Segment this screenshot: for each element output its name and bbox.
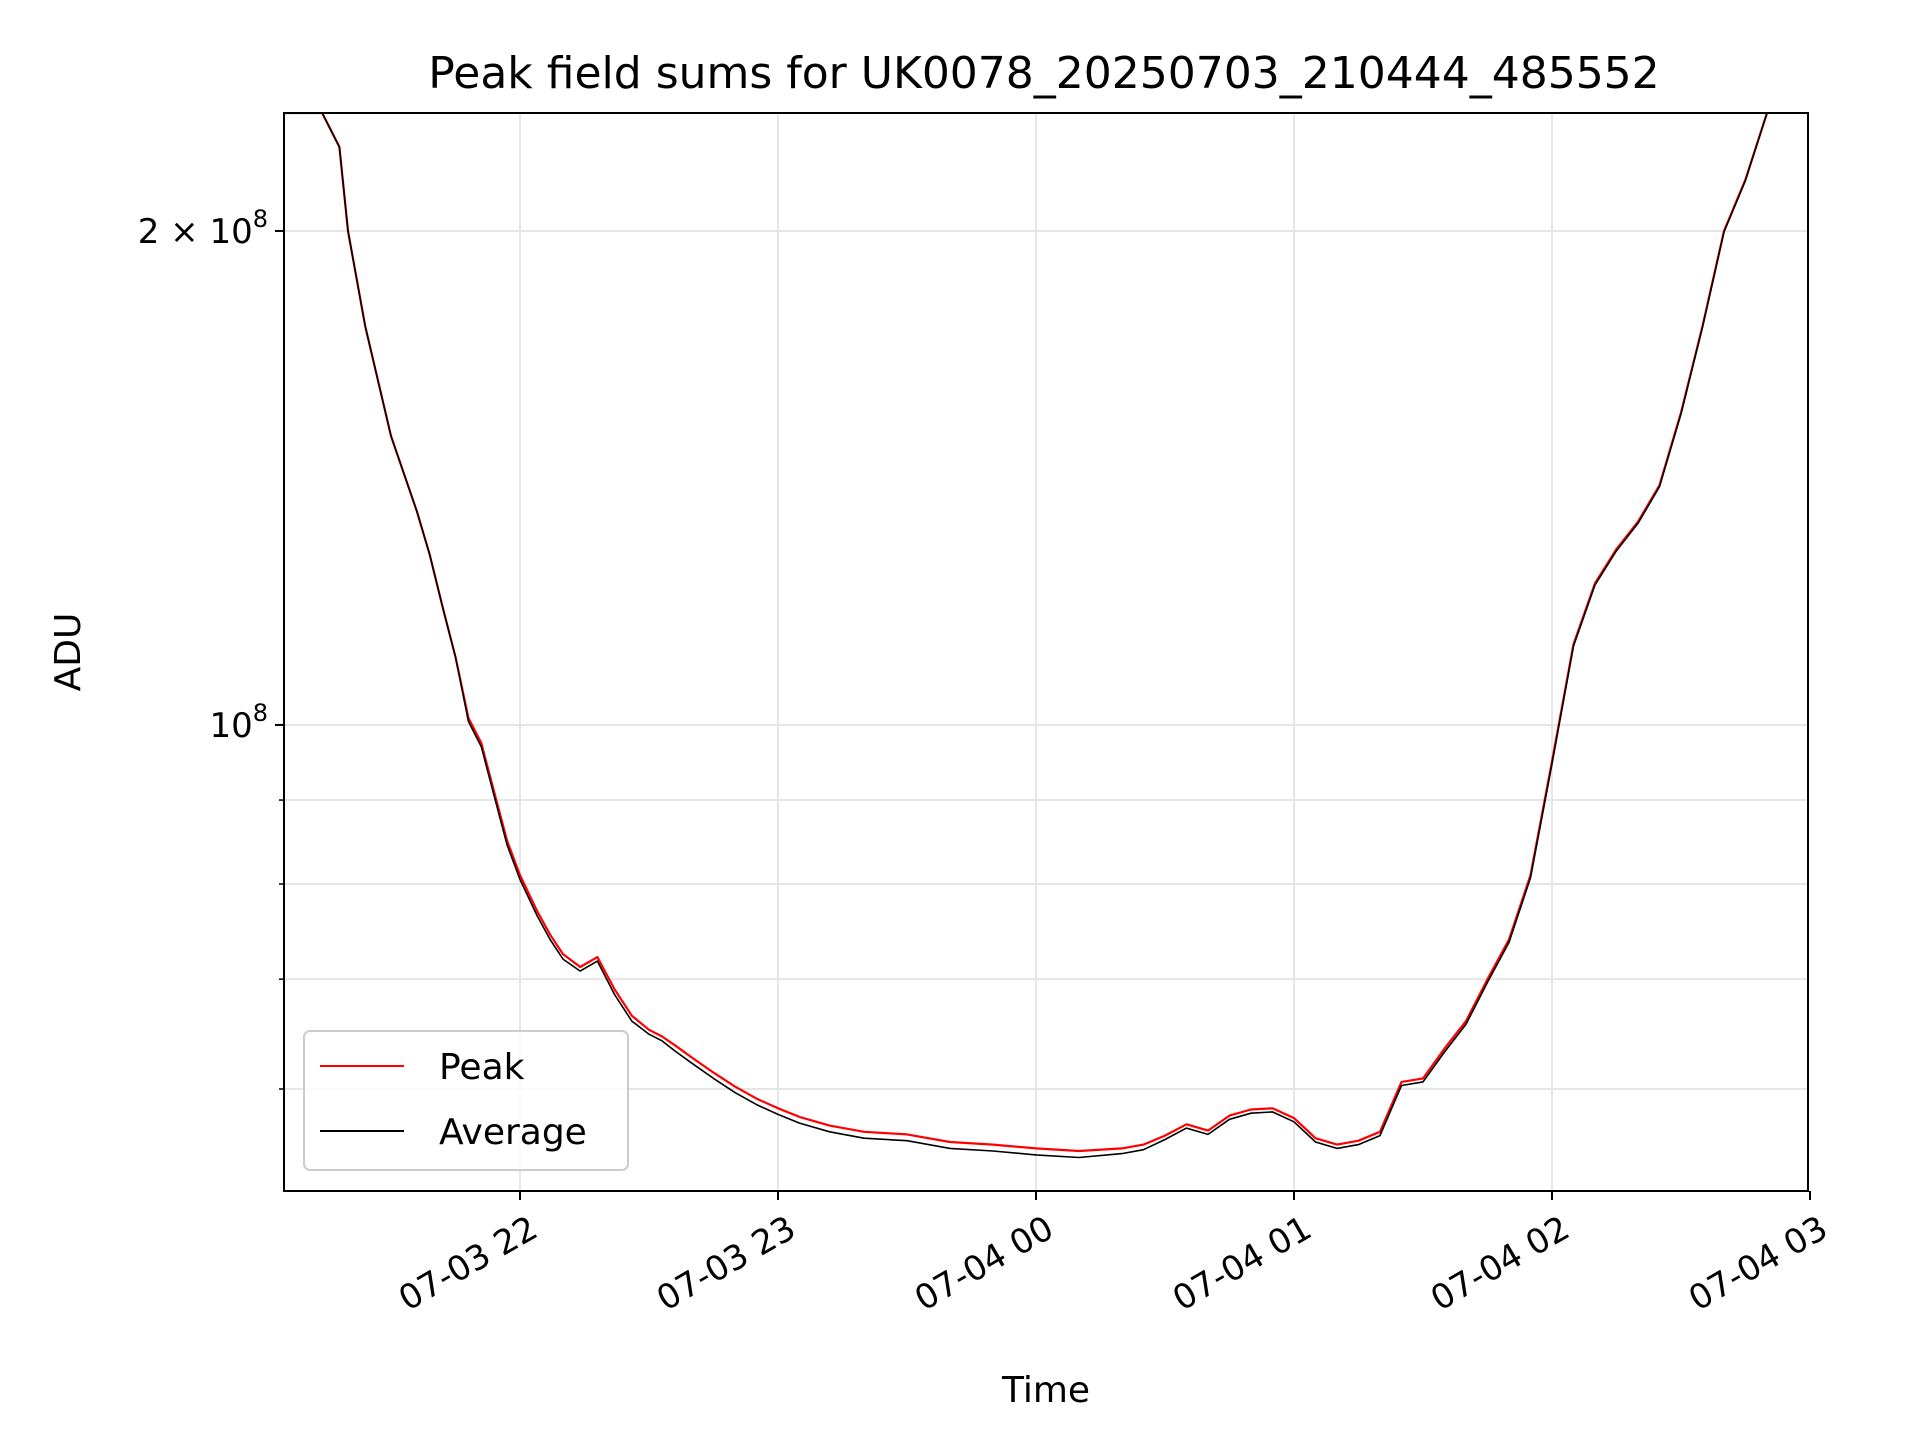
series-line-average (284, 113, 1768, 1159)
legend-average-label: Average (439, 1112, 587, 1153)
chart-title: Peak field sums for UK0078_20250703_2104… (428, 48, 1659, 99)
plot-frame (283, 112, 1809, 1192)
x-axis-label: Time (1001, 1370, 1090, 1411)
y-axis-label: ADU (48, 613, 89, 692)
legend-peak-label: Peak (439, 1047, 525, 1088)
plot-series (284, 113, 1769, 1159)
y-tick-label: 2 × 108 (138, 205, 268, 252)
y-tick-label: 108 (209, 699, 268, 746)
y-axis: 108 2 × 108 (138, 205, 284, 1090)
series-line-peak (284, 113, 1769, 1153)
legend[interactable]: Peak Average (303, 1030, 629, 1171)
